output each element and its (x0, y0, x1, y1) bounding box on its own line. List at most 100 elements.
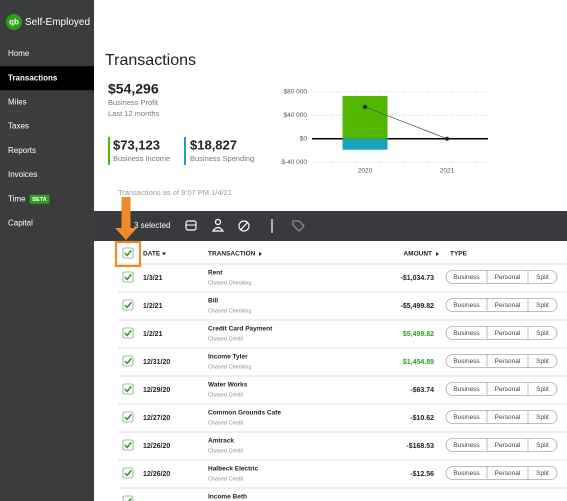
chart-bar (342, 95, 388, 139)
checkmark (124, 385, 132, 393)
page-title: Transactions (105, 52, 196, 69)
nav-item[interactable]: Reports (8, 146, 36, 155)
row-name: Credit Card Payment (208, 326, 273, 333)
selected-count: 3 selected (134, 221, 170, 230)
type-button[interactable]: Split (536, 302, 549, 309)
type-group (445, 410, 558, 424)
chart-line (364, 106, 448, 140)
row-date: 1/2/21 (143, 303, 163, 310)
checkbox[interactable] (122, 439, 134, 451)
spending-label: Business Spending (190, 154, 254, 163)
checkbox[interactable] (122, 467, 134, 479)
checkbox[interactable] (122, 495, 134, 501)
type-button[interactable]: Split (536, 414, 549, 421)
profit-label: Business Profit (108, 98, 159, 107)
checkbox[interactable] (122, 299, 134, 311)
row-account: Chased Credit (208, 336, 244, 342)
badge (29, 194, 50, 204)
nav-active (0, 66, 94, 91)
type-button[interactable]: Personal (495, 274, 521, 281)
nav-item[interactable]: Taxes (8, 122, 29, 131)
row-amount: $1,454.89 (403, 359, 434, 366)
type-button[interactable]: Split (536, 358, 549, 365)
income-amount: $73,123 (113, 137, 160, 152)
type-button[interactable]: Personal (495, 302, 521, 309)
type-button[interactable]: Business (453, 470, 480, 477)
type-button[interactable]: Business (453, 302, 480, 309)
row-name: Income Tyler (208, 354, 248, 361)
row-account: Chased Credit (208, 420, 244, 426)
checkbox[interactable] (122, 411, 134, 423)
checkbox[interactable] (122, 355, 134, 367)
nav-item[interactable]: Transactions (8, 73, 58, 82)
row-amount: -$12.56 (410, 471, 434, 478)
type-button[interactable]: Business (453, 414, 480, 421)
column-header[interactable]: AMOUNT (403, 251, 432, 258)
type-button[interactable]: Split (536, 442, 549, 449)
icon-exclude[interactable] (238, 220, 250, 232)
arrow-shaft (121, 197, 131, 228)
y-tick-label: $-40 000 (281, 159, 307, 166)
column-header[interactable]: DATE (143, 251, 161, 258)
row-account: Chased Checking (208, 308, 251, 314)
type-button[interactable]: Split (536, 330, 549, 337)
nav-item[interactable]: Home (8, 49, 30, 58)
type-button[interactable]: Personal (495, 442, 521, 449)
type-button[interactable]: Personal (495, 470, 521, 477)
row-date: 12/27/20 (143, 415, 170, 422)
type-group (445, 382, 558, 396)
type-group (445, 438, 558, 452)
checkmark (124, 249, 132, 257)
nav-item[interactable]: Miles (8, 98, 27, 107)
type-button[interactable]: Personal (495, 414, 521, 421)
checkbox[interactable] (122, 383, 134, 395)
type-button[interactable]: Split (536, 274, 549, 281)
y-tick-label: $0 (300, 135, 308, 142)
logo-mark: qb (9, 18, 19, 27)
row-name: Halbeck Electric (208, 466, 259, 473)
nav-item[interactable]: Capital (8, 219, 33, 228)
row-name: Income Beth (208, 494, 247, 501)
row-date: 12/26/20 (143, 471, 170, 478)
row-name: Water Works (208, 382, 248, 389)
spending-bar (184, 137, 186, 165)
type-button[interactable]: Business (453, 330, 480, 337)
icon-tag[interactable] (292, 220, 305, 232)
row-account: Chased Checking (208, 280, 251, 286)
highlight-box (114, 240, 142, 268)
icon-person[interactable] (214, 218, 222, 226)
checkbox[interactable] (122, 271, 134, 283)
nav-item[interactable]: Time (8, 194, 26, 203)
checkmark (124, 469, 132, 477)
row-name: Common Grounds Cafe (208, 410, 281, 417)
nav-item[interactable]: Invoices (8, 170, 37, 179)
type-button[interactable]: Business (453, 386, 480, 393)
type-button[interactable]: Split (536, 386, 549, 393)
income-label: Business Income (113, 154, 170, 163)
x-tick-label: 2021 (440, 168, 455, 175)
row-name: Bill (208, 298, 218, 305)
sort-caret (259, 252, 262, 256)
type-button[interactable]: Split (536, 470, 549, 477)
type-button[interactable]: Personal (495, 358, 521, 365)
sort-caret (162, 252, 166, 256)
type-button[interactable]: Business (453, 274, 480, 281)
checkmark (124, 273, 132, 281)
type-button[interactable]: Personal (495, 386, 521, 393)
column-header[interactable]: TRANSACTION (208, 251, 256, 258)
x-tick-label: 2020 (358, 168, 373, 175)
type-button[interactable]: Personal (495, 330, 521, 337)
row-amount: -$5,499.82 (401, 303, 435, 310)
income-bar (108, 137, 110, 165)
checkbox[interactable] (122, 247, 134, 259)
y-tick-label: $40 000 (284, 112, 308, 119)
type-button[interactable]: Business (453, 358, 480, 365)
type-button[interactable]: Business (453, 442, 480, 449)
type-group (445, 270, 558, 284)
checkbox[interactable] (122, 327, 134, 339)
checkmark (125, 497, 132, 501)
row-name: Amtrack (208, 438, 234, 445)
row-amount: $5,499.82 (403, 331, 434, 338)
profit-period: Last 12 months (108, 109, 160, 118)
